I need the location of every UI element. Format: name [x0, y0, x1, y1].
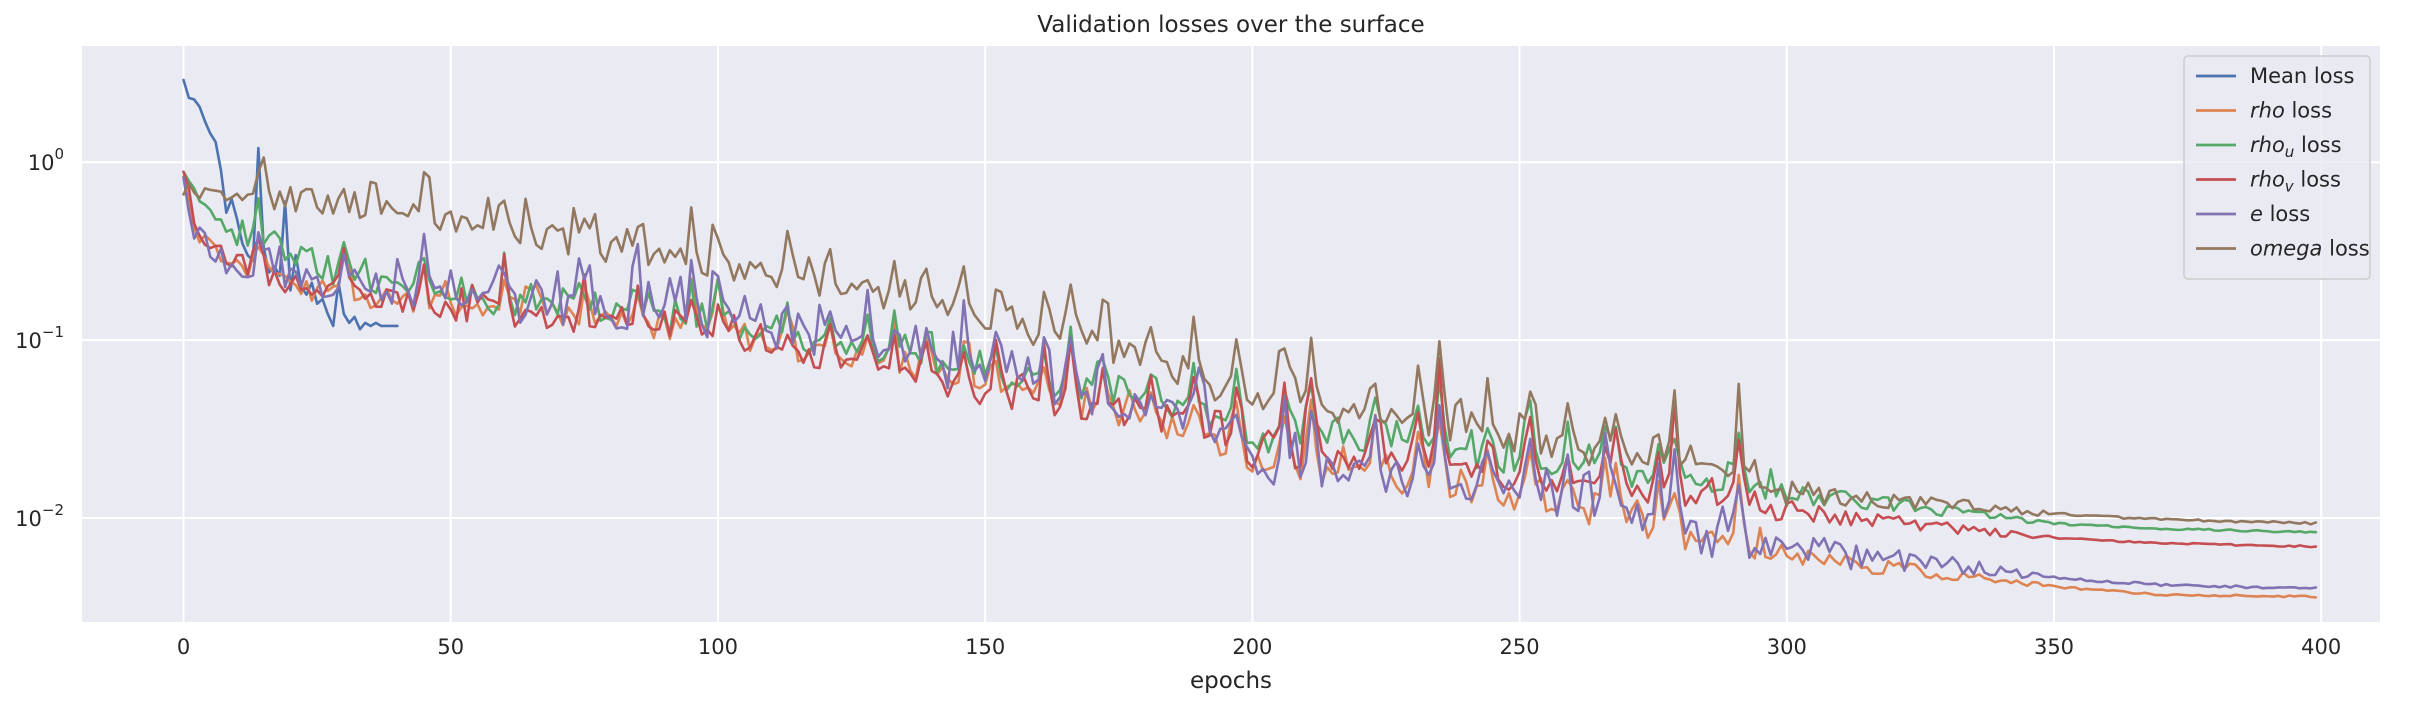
y-tick-label: 100 — [28, 145, 64, 175]
legend-label: rhou loss — [2250, 133, 2342, 161]
y-tick-label: 10−2 — [15, 501, 64, 531]
x-tick-label: 100 — [698, 635, 738, 659]
legend-label: Mean loss — [2250, 64, 2354, 88]
plot-background — [82, 46, 2380, 622]
y-tick-label: 10−1 — [15, 323, 64, 353]
x-tick-labels: 0 50 100 150 200 250 300 350 400 — [177, 635, 2341, 659]
x-axis-label: epochs — [1190, 668, 1272, 694]
legend-label: rhov loss — [2250, 168, 2341, 196]
series-line — [182, 156, 2318, 526]
series-line — [182, 170, 2318, 549]
series-line — [182, 78, 399, 331]
legend-label: omega loss — [2250, 237, 2370, 261]
legend-label: rho loss — [2250, 99, 2332, 123]
x-tick-label: 350 — [2034, 635, 2074, 659]
series-line — [182, 175, 2318, 599]
y-tick-labels: 10−2 10−1 100 — [15, 145, 64, 531]
series-lines — [182, 78, 2318, 599]
series-line — [182, 176, 2318, 590]
x-tick-label: 0 — [177, 635, 190, 659]
legend-label: e loss — [2250, 202, 2310, 226]
x-tick-label: 50 — [437, 635, 464, 659]
x-tick-label: 400 — [2301, 635, 2341, 659]
chart-title: Validation losses over the surface — [1037, 12, 1424, 38]
x-tick-label: 300 — [1767, 635, 1807, 659]
x-tick-label: 150 — [965, 635, 1005, 659]
x-tick-label: 250 — [1500, 635, 1540, 659]
legend: Mean loss rho loss rhou loss rhov loss e los… — [2183, 55, 2371, 280]
x-tick-label: 200 — [1232, 635, 1272, 659]
series-line — [182, 170, 2318, 534]
